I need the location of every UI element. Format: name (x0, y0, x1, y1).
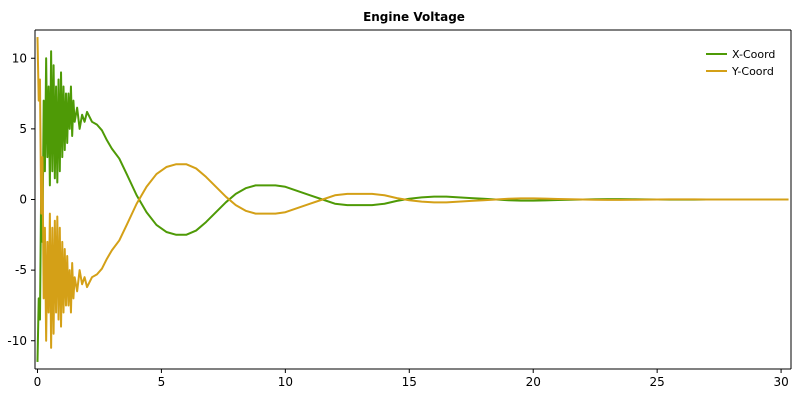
legend: X-Coord Y-Coord (706, 48, 775, 78)
legend-label: Y-Coord (731, 65, 774, 78)
y-tick-label: 10 (12, 51, 27, 65)
y-tick-label: -5 (15, 263, 27, 277)
legend-label: X-Coord (732, 48, 775, 61)
chart-title: Engine Voltage (363, 10, 465, 24)
y-tick-label: 0 (19, 193, 27, 207)
x-tick-label: 30 (773, 375, 788, 389)
x-tick-label: 5 (158, 375, 166, 389)
series-line-2 (36, 37, 789, 349)
axes: 10 5 0 -5 -10 0 5 10 15 20 25 30 (7, 29, 792, 389)
y-tick-label: -10 (7, 334, 27, 348)
x-tick-label: 20 (526, 375, 541, 389)
x-tick-label: 10 (278, 375, 293, 389)
x-tick-label: 15 (402, 375, 417, 389)
x-tick-label: 25 (650, 375, 665, 389)
series-lines (36, 37, 789, 362)
x-tick-label: 0 (34, 375, 42, 389)
series-line-1 (36, 50, 789, 362)
y-tick-label: 5 (19, 122, 27, 136)
